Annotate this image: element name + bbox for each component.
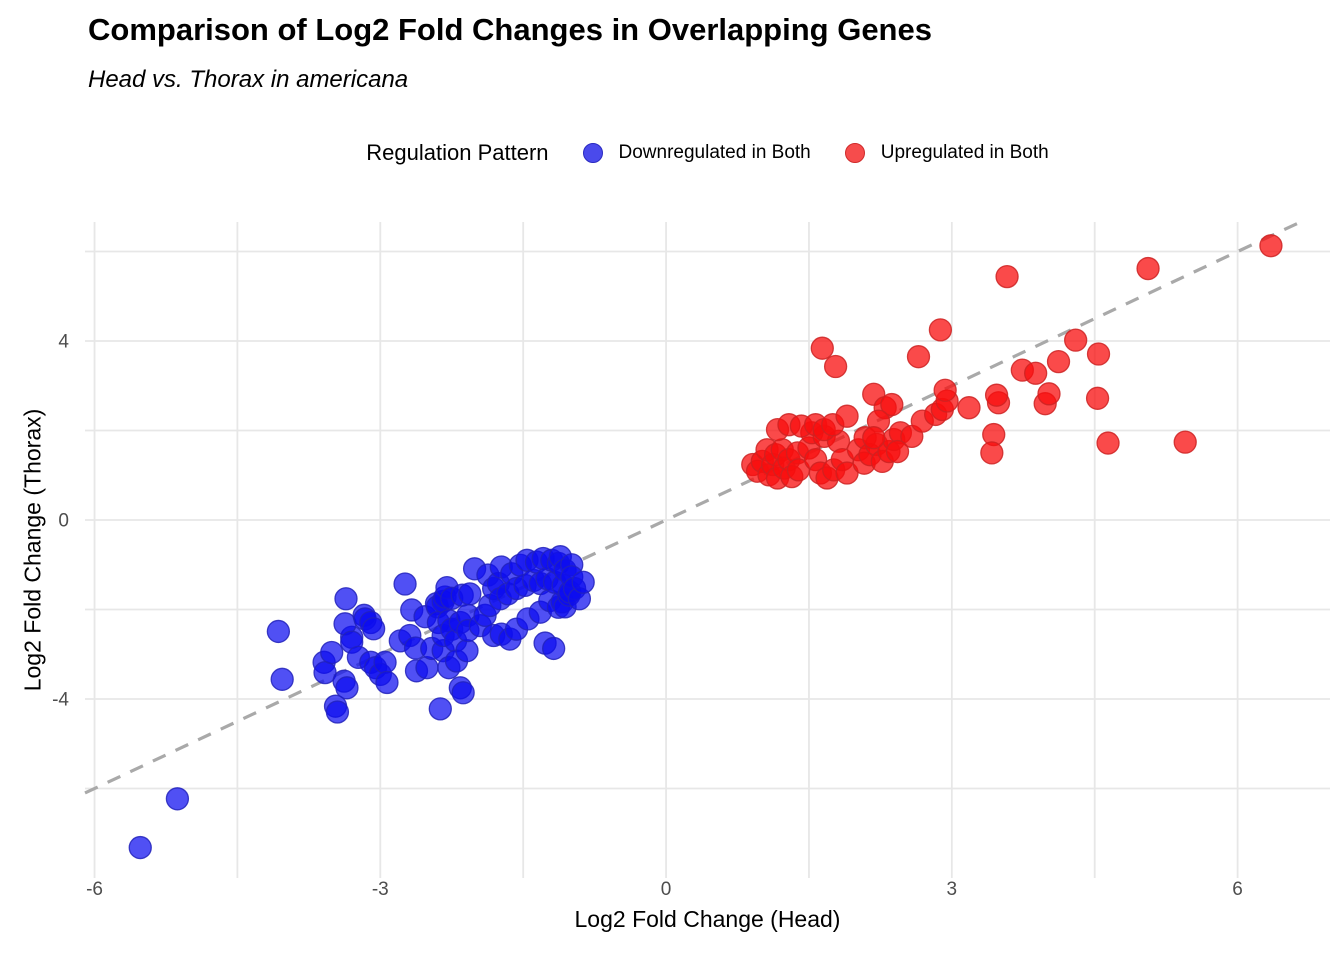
data-point-upregulated	[1086, 342, 1111, 366]
data-point-upregulated	[885, 439, 910, 464]
legend-title: Regulation Pattern	[366, 140, 549, 165]
x-tick-label: 0	[661, 879, 672, 900]
data-point-downregulated	[334, 587, 358, 611]
data-point-downregulated	[320, 640, 344, 665]
data-point-downregulated	[393, 572, 417, 596]
data-point-upregulated	[933, 378, 957, 402]
legend: Regulation Pattern Downregulated in Both…	[85, 133, 1330, 173]
data-point-downregulated	[270, 667, 294, 691]
legend-dot-upregulated-icon	[844, 143, 865, 163]
data-point-upregulated	[1037, 382, 1061, 406]
x-axis-title: Log2 Fold Change (Head)	[574, 906, 841, 932]
chart-title: Comparison of Log2 Fold Changes in Overl…	[88, 12, 932, 47]
legend-item-upregulated: Upregulated in Both	[844, 142, 1049, 164]
data-point-upregulated	[880, 392, 904, 417]
data-point-downregulated	[325, 700, 350, 724]
data-point-downregulated	[165, 787, 190, 811]
chart-subtitle: Head vs. Thorax in americana	[88, 66, 409, 93]
data-point-downregulated	[373, 650, 397, 674]
x-tick-label: -6	[86, 879, 103, 900]
x-tick-label: -3	[372, 879, 389, 900]
data-point-downregulated	[458, 582, 482, 606]
data-point-upregulated	[906, 345, 931, 369]
data-point-upregulated	[980, 441, 1004, 465]
data-point-upregulated	[928, 318, 953, 342]
data-point-downregulated	[542, 636, 566, 661]
data-point-upregulated	[1064, 328, 1088, 352]
data-point-downregulated	[375, 670, 399, 695]
data-point-upregulated	[823, 354, 848, 379]
data-point-upregulated	[995, 264, 1019, 289]
y-tick-label: -4	[52, 690, 69, 711]
x-tick-label: 3	[947, 879, 958, 900]
data-point-downregulated	[415, 656, 439, 680]
x-tick-label: 6	[1232, 879, 1243, 900]
data-point-upregulated	[1085, 386, 1110, 410]
data-point-downregulated	[451, 681, 475, 705]
legend-label-downregulated: Downregulated in Both	[618, 142, 811, 163]
data-point-downregulated	[455, 639, 479, 663]
data-point-upregulated	[1046, 349, 1071, 374]
data-point-upregulated	[957, 396, 981, 420]
data-point-downregulated	[571, 570, 595, 594]
data-point-downregulated	[266, 619, 291, 644]
data-point-upregulated	[1136, 256, 1160, 281]
data-point-downregulated	[128, 835, 152, 860]
data-point-downregulated	[428, 697, 452, 721]
legend-item-downregulated: Downregulated in Both	[582, 142, 811, 164]
data-point-upregulated	[984, 383, 1009, 407]
data-point-upregulated	[810, 336, 834, 360]
y-tick-label: 0	[58, 511, 69, 532]
data-point-upregulated	[1096, 431, 1120, 455]
data-point-upregulated	[1024, 361, 1048, 385]
data-point-downregulated	[335, 676, 359, 700]
data-point-upregulated	[1259, 234, 1283, 258]
y-tick-label: 4	[58, 332, 69, 353]
legend-dot-downregulated-icon	[582, 143, 603, 163]
identity-line	[84, 220, 1302, 795]
data-point-upregulated	[862, 426, 886, 450]
data-point-upregulated	[1173, 430, 1197, 454]
data-point-upregulated	[835, 404, 859, 428]
legend-label-upregulated: Upregulated in Both	[880, 142, 1049, 163]
data-point-downregulated	[361, 617, 386, 641]
